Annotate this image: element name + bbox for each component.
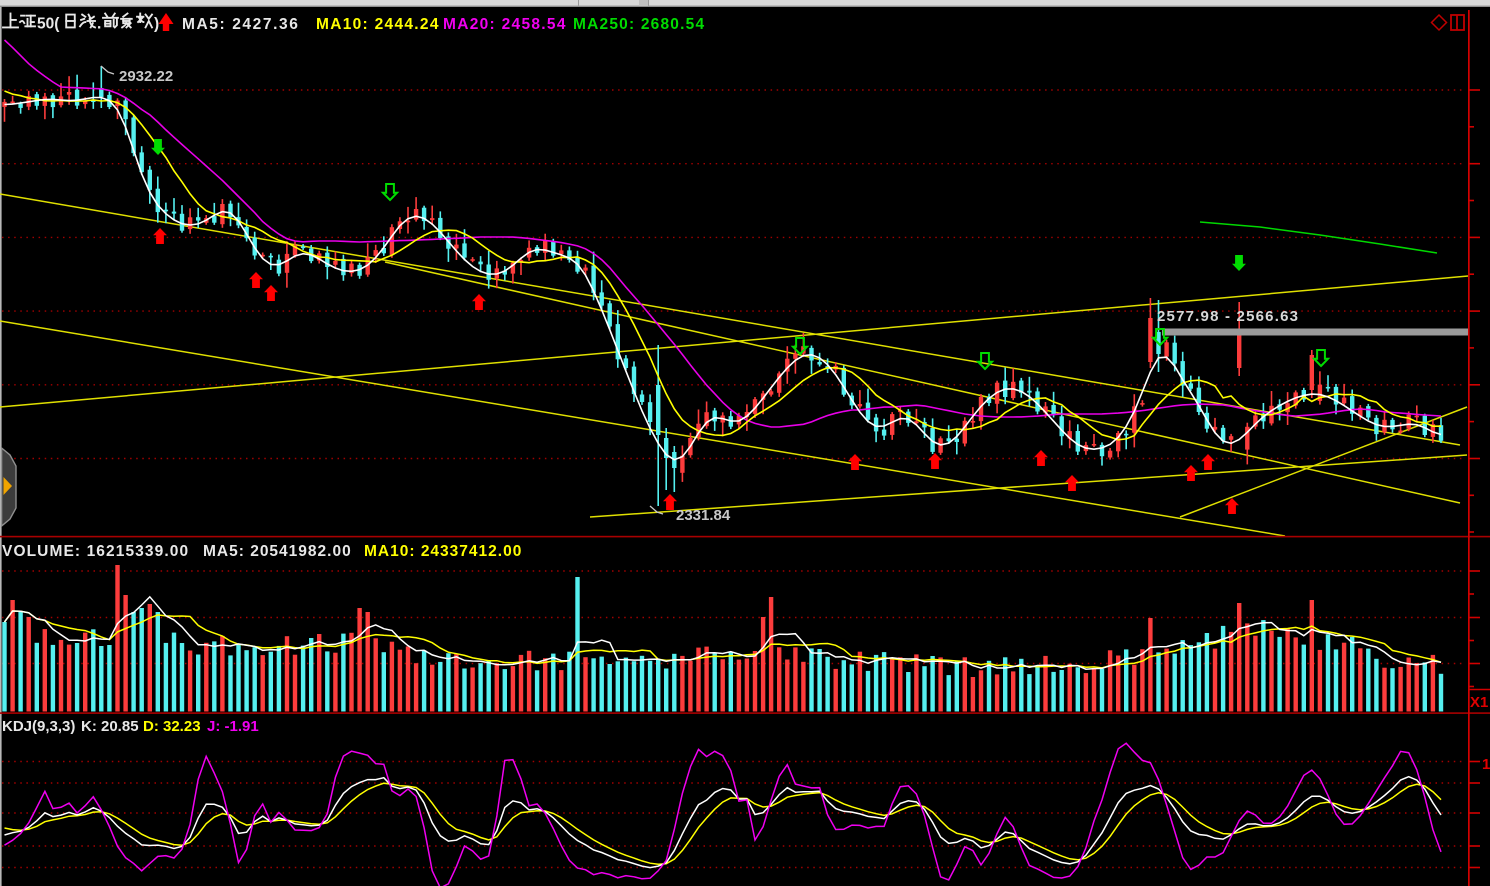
- svg-text:2577.98 - 2566.63: 2577.98 - 2566.63: [1157, 308, 1299, 325]
- svg-text:D: 32.23: D: 32.23: [143, 718, 201, 735]
- svg-text:.: .: [97, 16, 101, 33]
- svg-text:MA5: 2427.36: MA5: 2427.36: [182, 16, 299, 33]
- svg-text:MA20: 2458.54: MA20: 2458.54: [443, 16, 567, 33]
- svg-text:50(: 50(: [37, 16, 60, 33]
- svg-text:MA5: 20541982.00: MA5: 20541982.00: [203, 543, 352, 560]
- svg-text:2932.22: 2932.22: [119, 68, 173, 85]
- svg-text:KDJ(9,3,3): KDJ(9,3,3): [2, 718, 75, 735]
- svg-text:MA10: 24337412.00: MA10: 24337412.00: [364, 543, 522, 560]
- svg-text:MA10: 2444.24: MA10: 2444.24: [316, 16, 440, 33]
- svg-text:2331.84: 2331.84: [676, 507, 731, 524]
- svg-text:MA250: 2680.54: MA250: 2680.54: [573, 16, 705, 33]
- svg-text:K: 20.85: K: 20.85: [81, 718, 139, 735]
- svg-text:VOLUME: 16215339.00: VOLUME: 16215339.00: [2, 543, 189, 560]
- svg-text:J: -1.91: J: -1.91: [207, 718, 259, 735]
- svg-text:1: 1: [1482, 756, 1490, 773]
- svg-text:X1: X1: [1470, 694, 1488, 711]
- svg-text:): ): [154, 16, 159, 33]
